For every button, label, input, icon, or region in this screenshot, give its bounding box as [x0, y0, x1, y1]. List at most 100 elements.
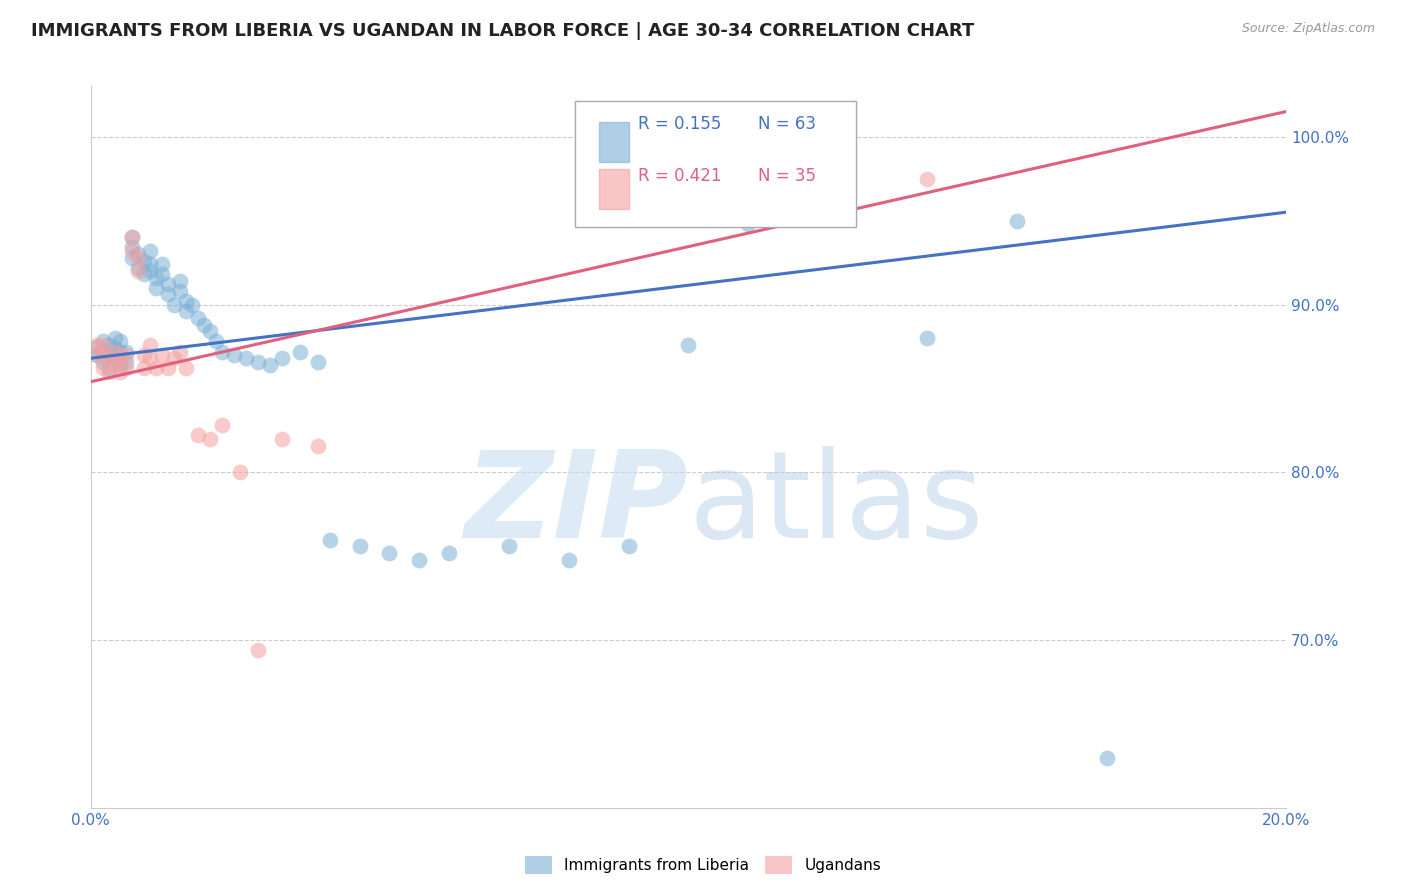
Point: [150, 268, 173, 282]
Point: [127, 260, 149, 275]
Point: [198, 432, 221, 446]
Point: [1095, 750, 1118, 764]
Point: [270, 351, 292, 366]
Point: [169, 284, 191, 298]
Point: [307, 438, 329, 452]
Point: [198, 325, 221, 339]
Point: [193, 318, 215, 332]
Point: [110, 351, 132, 366]
Point: [86, 338, 108, 352]
Point: [110, 358, 132, 372]
FancyBboxPatch shape: [599, 169, 628, 209]
Point: [211, 418, 233, 433]
Point: [187, 310, 209, 325]
Point: [134, 254, 156, 268]
Point: [157, 361, 180, 376]
Point: [211, 344, 233, 359]
Point: [150, 257, 173, 271]
Point: [169, 274, 191, 288]
Point: [235, 351, 257, 366]
Point: [115, 348, 138, 362]
Text: R = 0.421: R = 0.421: [638, 167, 721, 186]
Point: [307, 354, 329, 368]
Point: [97, 348, 120, 362]
Text: ZIP: ZIP: [464, 447, 689, 564]
Point: [91, 348, 114, 362]
Point: [103, 341, 125, 355]
Point: [150, 348, 173, 362]
Point: [91, 361, 114, 376]
Point: [115, 344, 138, 359]
Point: [121, 230, 143, 244]
Point: [139, 338, 162, 352]
Point: [917, 171, 939, 186]
Point: [134, 268, 156, 282]
Point: [97, 361, 120, 376]
Point: [121, 240, 143, 254]
Point: [498, 539, 520, 553]
Point: [187, 428, 209, 442]
Point: [110, 344, 132, 359]
Point: [91, 338, 114, 352]
Point: [127, 251, 149, 265]
Point: [174, 294, 197, 309]
Point: [1005, 213, 1028, 227]
Point: [97, 351, 120, 366]
Point: [259, 358, 281, 372]
Point: [103, 351, 125, 366]
Text: IMMIGRANTS FROM LIBERIA VS UGANDAN IN LABOR FORCE | AGE 30-34 CORRELATION CHART: IMMIGRANTS FROM LIBERIA VS UGANDAN IN LA…: [31, 22, 974, 40]
Point: [103, 331, 125, 345]
Point: [115, 354, 138, 368]
Point: [378, 546, 401, 560]
Point: [139, 351, 162, 366]
Point: [288, 344, 311, 359]
Point: [86, 348, 108, 362]
Point: [349, 539, 371, 553]
Point: [181, 297, 204, 311]
Point: [174, 361, 197, 376]
Point: [115, 361, 138, 376]
Point: [103, 358, 125, 372]
Point: [678, 338, 700, 352]
Point: [145, 361, 167, 376]
Text: R = 0.155: R = 0.155: [638, 115, 721, 133]
Point: [91, 354, 114, 368]
Point: [439, 546, 461, 560]
Point: [86, 348, 108, 362]
Point: [97, 338, 120, 352]
Point: [91, 344, 114, 359]
Point: [737, 217, 759, 231]
Point: [134, 361, 156, 376]
Point: [145, 270, 167, 285]
Point: [229, 466, 252, 480]
Point: [110, 365, 132, 379]
Point: [246, 643, 269, 657]
Point: [91, 334, 114, 349]
Point: [169, 344, 191, 359]
Point: [127, 264, 149, 278]
FancyBboxPatch shape: [599, 122, 628, 162]
Point: [121, 244, 143, 258]
Point: [145, 281, 167, 295]
Point: [157, 277, 180, 292]
Point: [127, 247, 149, 261]
Text: N = 63: N = 63: [758, 115, 815, 133]
Point: [246, 354, 269, 368]
Point: [318, 533, 340, 547]
Point: [134, 348, 156, 362]
Point: [121, 251, 143, 265]
Point: [163, 297, 186, 311]
Point: [408, 552, 430, 566]
Point: [222, 348, 245, 362]
Text: atlas: atlas: [689, 447, 984, 564]
Point: [86, 339, 108, 353]
Point: [205, 334, 228, 349]
Text: Source: ZipAtlas.com: Source: ZipAtlas.com: [1241, 22, 1375, 36]
Point: [270, 432, 292, 446]
Text: N = 35: N = 35: [758, 167, 815, 186]
Point: [163, 351, 186, 366]
FancyBboxPatch shape: [575, 101, 856, 227]
Point: [139, 244, 162, 258]
Point: [97, 365, 120, 379]
Point: [121, 230, 143, 244]
